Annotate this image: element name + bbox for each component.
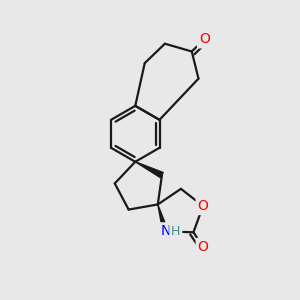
Text: O: O [197,199,208,213]
Text: O: O [198,240,208,254]
Polygon shape [135,162,163,178]
Text: N: N [160,224,171,238]
Polygon shape [158,205,168,232]
Text: O: O [199,32,210,46]
Text: H: H [171,225,181,238]
